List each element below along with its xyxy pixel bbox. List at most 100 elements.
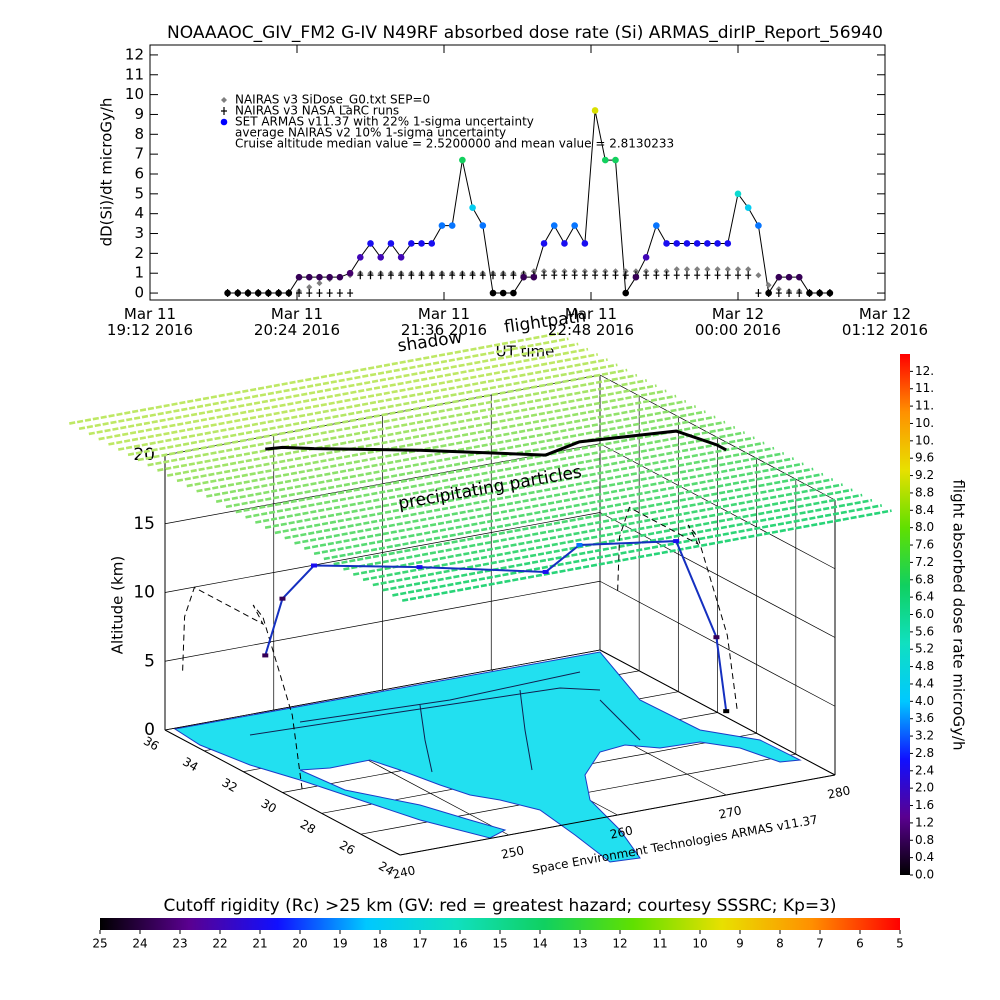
- point: [459, 271, 466, 280]
- x-tick-label: 260: [609, 823, 634, 841]
- point: [755, 222, 762, 229]
- point: [479, 222, 487, 229]
- flight-point: [311, 563, 317, 568]
- flight: [182, 429, 738, 790]
- point: [704, 271, 711, 280]
- colorbar-tick-label: 4.4: [915, 676, 934, 690]
- colorbar-tick-label: 9: [736, 937, 744, 951]
- colorbar-tick-label: 19: [332, 937, 347, 951]
- y-tick-label: 8: [134, 125, 144, 143]
- rigidity-stripe: [245, 426, 736, 519]
- colorbar-tick-label: 10: [692, 937, 707, 951]
- rigidity-stripe: [274, 441, 765, 535]
- point: [479, 271, 486, 280]
- colorbar-tick-label: 7.2: [915, 555, 934, 569]
- colorbar-tick-label: 14: [532, 937, 547, 951]
- point: [367, 240, 374, 247]
- axis-line: [399, 774, 836, 856]
- point: [499, 289, 507, 297]
- rigidity-stripe: [186, 394, 677, 488]
- point: [265, 289, 272, 297]
- colorbar-tick-label: 7: [816, 937, 824, 951]
- point: [632, 273, 640, 281]
- point: [735, 271, 741, 280]
- point: [295, 273, 303, 281]
- colorbar-tick-label: 0.8: [915, 833, 934, 847]
- point: [683, 240, 691, 247]
- point: [438, 271, 445, 280]
- point: [724, 240, 732, 247]
- point: [826, 289, 834, 297]
- y-tick-label: 34: [180, 755, 200, 775]
- point: [775, 273, 783, 281]
- point: [571, 271, 578, 280]
- rigidity-stripe: [88, 342, 579, 436]
- z-tick-label: 5: [144, 651, 155, 671]
- point: [244, 289, 252, 297]
- point: [387, 240, 395, 247]
- rigidity-stripe: [372, 493, 863, 587]
- point: [765, 289, 772, 297]
- point: [745, 271, 752, 280]
- point: [581, 240, 589, 247]
- border: [299, 671, 581, 723]
- colorbar-tick-label: 24: [132, 937, 147, 951]
- point: [387, 271, 394, 280]
- point: [581, 271, 588, 280]
- point: [734, 190, 742, 198]
- point: [735, 266, 741, 273]
- point: [234, 289, 242, 297]
- point: [398, 271, 405, 280]
- point: [806, 289, 813, 297]
- rigidity-stripe: [98, 347, 589, 441]
- colorbar-tick-label: 6: [856, 937, 864, 951]
- annotation: average NAIRAS v2 10% 1-sigma uncertaint…: [235, 126, 506, 140]
- point: [336, 289, 343, 298]
- colorbar-tick-label: 22: [212, 937, 227, 951]
- point: [622, 289, 630, 297]
- point: [693, 240, 701, 247]
- point: [418, 240, 425, 247]
- y-tick-label: 12: [125, 45, 144, 63]
- rigidity-stripe: [166, 384, 657, 477]
- rigidity-stripe: [176, 389, 667, 483]
- point: [561, 271, 568, 280]
- point: [765, 282, 772, 289]
- point: [285, 289, 293, 297]
- point: [694, 271, 701, 280]
- point: [469, 271, 476, 280]
- y-tick-label: 6: [134, 164, 144, 182]
- rigidity-stripe: [382, 498, 873, 592]
- rigidity-stripe: [284, 446, 775, 540]
- point: [694, 266, 701, 273]
- point: [357, 271, 364, 280]
- rigidity-stripe: [117, 358, 608, 451]
- point: [275, 289, 282, 297]
- point: [316, 280, 323, 287]
- legend-marker: [220, 118, 228, 126]
- colorbar-tick-label: 11.: [915, 399, 934, 413]
- point: [755, 289, 762, 298]
- rigidity-stripe: [137, 368, 628, 462]
- x-tick-label: 280: [826, 783, 851, 801]
- rigidity-stripe: [323, 467, 814, 561]
- point: [408, 240, 415, 247]
- point: [306, 289, 313, 298]
- y-tick-label: 0: [134, 284, 144, 302]
- colorbar-tick-label: 2.4: [915, 763, 934, 777]
- point: [755, 272, 762, 279]
- point: [643, 271, 650, 280]
- colorbar-tick-label: 15: [492, 937, 507, 951]
- y-axis-label: dD(Si)/dt microGy/h: [98, 98, 116, 247]
- colorbar-tick-label: 5.6: [915, 624, 934, 638]
- point: [724, 271, 731, 280]
- rigidity-stripe: [157, 379, 648, 472]
- colorbar-tick-label: 4.8: [915, 659, 934, 673]
- point: [724, 266, 731, 273]
- point: [438, 222, 446, 229]
- point: [367, 271, 374, 280]
- legend-marker: [221, 107, 227, 115]
- point: [673, 271, 680, 280]
- flight-point: [713, 635, 720, 640]
- rigidity-stripe: [215, 410, 706, 503]
